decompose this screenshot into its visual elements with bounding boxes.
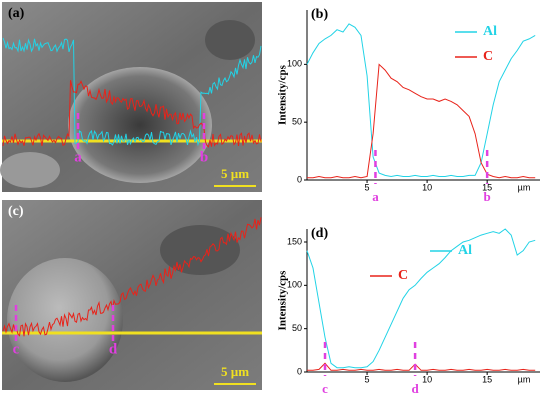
- x-tick-label: 5: [365, 182, 370, 192]
- panel-label: (c): [8, 204, 24, 219]
- x-tick-label: 10: [422, 374, 432, 384]
- series-line: [307, 63, 536, 179]
- x-tick-label: 15: [482, 182, 492, 192]
- marker-label: b: [200, 149, 208, 165]
- series-line: [307, 362, 536, 371]
- y-tick-label: 150: [287, 236, 302, 246]
- scale-bar-label: 5 µm: [221, 364, 249, 379]
- x-tick-label: 10: [422, 182, 432, 192]
- series-line: [306, 228, 536, 369]
- marker-label: c: [13, 341, 20, 357]
- chart-title: (b): [311, 7, 328, 22]
- scale-bar-label: 5 µm: [221, 166, 249, 181]
- legend-label: C: [483, 49, 493, 64]
- x-tick-label: 15: [482, 374, 492, 384]
- marker-label: d: [109, 341, 118, 357]
- x-axis-label: µm: [518, 182, 531, 192]
- y-tick-label: 100: [287, 59, 302, 69]
- sem-image: (a) 5 µm a b: [0, 2, 262, 192]
- y-axis-label: Intensity/cps: [277, 64, 289, 125]
- x-axis-label: µm: [518, 374, 531, 384]
- sem-image: (c) 5 µm c d: [2, 200, 262, 390]
- trace: [2, 80, 262, 148]
- legend-label: Al: [458, 243, 472, 258]
- annotation-label: d: [411, 381, 419, 396]
- trace: [2, 217, 262, 337]
- chart-title: (d): [311, 226, 328, 241]
- y-tick-label: 50: [292, 323, 302, 333]
- y-tick-label: 0: [297, 366, 302, 376]
- y-tick-label: 50: [292, 117, 302, 127]
- y-axis-label: Intensity/cps: [277, 270, 289, 331]
- legend-label: Al: [483, 24, 497, 39]
- y-tick-label: 0: [297, 174, 302, 184]
- trace: [2, 37, 262, 147]
- annotation-label: a: [372, 189, 379, 204]
- x-tick-label: 5: [365, 374, 370, 384]
- y-tick-label: 100: [287, 280, 302, 290]
- marker-label: a: [74, 149, 82, 165]
- annotation-label: c: [322, 381, 328, 396]
- panel-label: (a): [8, 6, 25, 21]
- series-line: [306, 23, 536, 178]
- annotation-label: b: [484, 189, 491, 204]
- legend-label: C: [398, 268, 408, 283]
